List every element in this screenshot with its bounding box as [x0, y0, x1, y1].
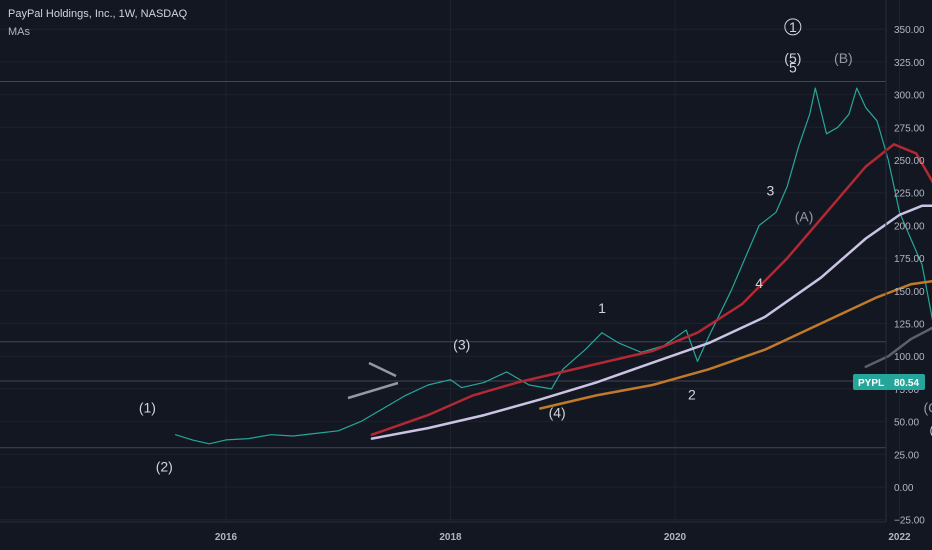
wave-label-circle [784, 18, 802, 36]
wave-label: (3) [453, 337, 470, 353]
wave-label: (B) [834, 50, 853, 66]
wave-trendlines [347, 361, 399, 400]
wave-label: (2) [156, 458, 173, 474]
series-line-3 [539, 280, 932, 410]
series-line-1 [370, 143, 932, 436]
y-tick-label: 175.00 [894, 254, 925, 265]
price-badge: PYPL 80.54 [853, 374, 925, 390]
y-tick-label: 125.00 [894, 320, 925, 331]
y-tick-label: 350.00 [894, 25, 925, 36]
chart-title: PayPal Holdings, Inc., 1W, NASDAQ [8, 8, 188, 20]
y-tick-label: −25.00 [894, 516, 925, 527]
wave-label: (1) [139, 399, 156, 415]
wave-label: (4) [549, 405, 566, 421]
y-tick-label: 225.00 [894, 189, 925, 200]
y-tick-label: 0.00 [894, 483, 914, 494]
series-line-4 [864, 326, 932, 368]
grid-lines [0, 0, 900, 522]
series-line-0 [174, 87, 932, 445]
wave-label: (5) [784, 50, 801, 66]
triangle-upper-line [368, 361, 397, 378]
price-badge-box [853, 374, 925, 390]
wave-label: 1 [789, 19, 797, 35]
triangle-lower-line [347, 381, 399, 400]
y-tick-label: 200.00 [894, 221, 925, 232]
y-tick-label: 325.00 [894, 58, 925, 69]
plot-background [0, 0, 886, 522]
x-tick-label: 2018 [439, 532, 462, 543]
y-tick-label: 300.00 [894, 91, 925, 102]
y-tick-label: 75.00 [894, 385, 919, 396]
y-tick-label: 275.00 [894, 123, 925, 134]
y-tick-label: 150.00 [894, 287, 925, 298]
indicator-label[interactable]: MAs [8, 26, 30, 38]
time-axis: 201620182020202220242026 [215, 532, 911, 543]
x-tick-label: 2016 [215, 532, 238, 543]
x-tick-label: 2022 [888, 532, 911, 543]
y-tick-label: 250.00 [894, 156, 925, 167]
y-tick-label: 100.00 [894, 352, 925, 363]
wave-label: 1 [598, 300, 606, 316]
horizontal-levels [0, 81, 886, 449]
price-badge-value: 80.54 [894, 378, 919, 389]
y-tick-label: 50.00 [894, 418, 919, 429]
wave-label-circle [930, 425, 932, 437]
y-tick-label: 25.00 [894, 450, 919, 461]
wave-label: 5 [789, 59, 797, 75]
chart-series [174, 87, 932, 445]
x-tick-label: 2020 [664, 532, 687, 543]
price-badge-ticker: PYPL [858, 378, 884, 389]
wave-label: 4 [755, 275, 763, 291]
wave-label: (A) [795, 208, 814, 224]
series-line-2 [370, 204, 932, 440]
wave-label: (C) [923, 399, 932, 415]
wave-label: 3 [767, 182, 775, 198]
wave-label: 2 [688, 386, 696, 402]
price-axis: −25.00 0.00 25.00 50.00 75.00 100.00 125.00 150… [894, 25, 925, 527]
